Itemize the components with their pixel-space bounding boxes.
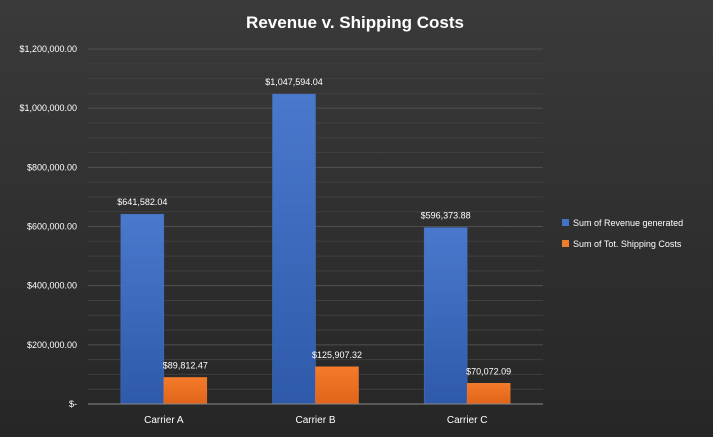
x-tick-label: Carrier B [295, 415, 335, 426]
y-tick-label: $1,200,000.00 [19, 44, 77, 54]
shipping-cost-data-label: $89,812.47 [163, 360, 208, 370]
shipping-cost-data-label: $125,907.32 [312, 350, 362, 360]
revenue-data-label: $1,047,594.04 [265, 77, 323, 87]
legend-swatch-revenue [562, 219, 569, 226]
shipping-cost-data-label: $70,072.09 [466, 366, 511, 376]
bars [120, 93, 511, 405]
x-tick-label: Carrier C [447, 415, 488, 426]
x-tick-label: Carrier A [144, 415, 184, 426]
revenue-data-label: $641,582.04 [117, 197, 167, 207]
y-tick-label: $800,000.00 [27, 162, 77, 172]
revenue-bar [120, 213, 165, 405]
revenue-bar [423, 227, 468, 405]
shipping-cost-bar [466, 383, 511, 405]
y-axis-ticks: $- $200,000.00 $400,000.00 $600,000.00 $800,… [19, 44, 77, 409]
legend: Sum of Revenue generated Sum of Tot. Ship… [562, 218, 683, 249]
data-labels: $641,582.04 $89,812.47 $1,047,594.04 $125,9… [117, 77, 511, 376]
revenue-bar [272, 93, 316, 405]
shipping-cost-bar [315, 366, 359, 405]
legend-label-shipping: Sum of Tot. Shipping Costs [573, 239, 682, 249]
chart-title: Revenue v. Shipping Costs [246, 13, 464, 32]
y-tick-label: $200,000.00 [27, 340, 77, 350]
shipping-cost-bar [163, 377, 208, 405]
legend-label-revenue: Sum of Revenue generated [573, 218, 683, 228]
y-tick-label: $- [69, 399, 77, 409]
y-tick-label: $1,000,000.00 [19, 103, 77, 113]
revenue-data-label: $596,373.88 [421, 211, 471, 221]
x-axis-ticks: Carrier A Carrier B Carrier C [144, 415, 487, 426]
y-tick-label: $600,000.00 [27, 222, 77, 232]
y-tick-label: $400,000.00 [27, 281, 77, 291]
legend-swatch-shipping [562, 240, 569, 247]
